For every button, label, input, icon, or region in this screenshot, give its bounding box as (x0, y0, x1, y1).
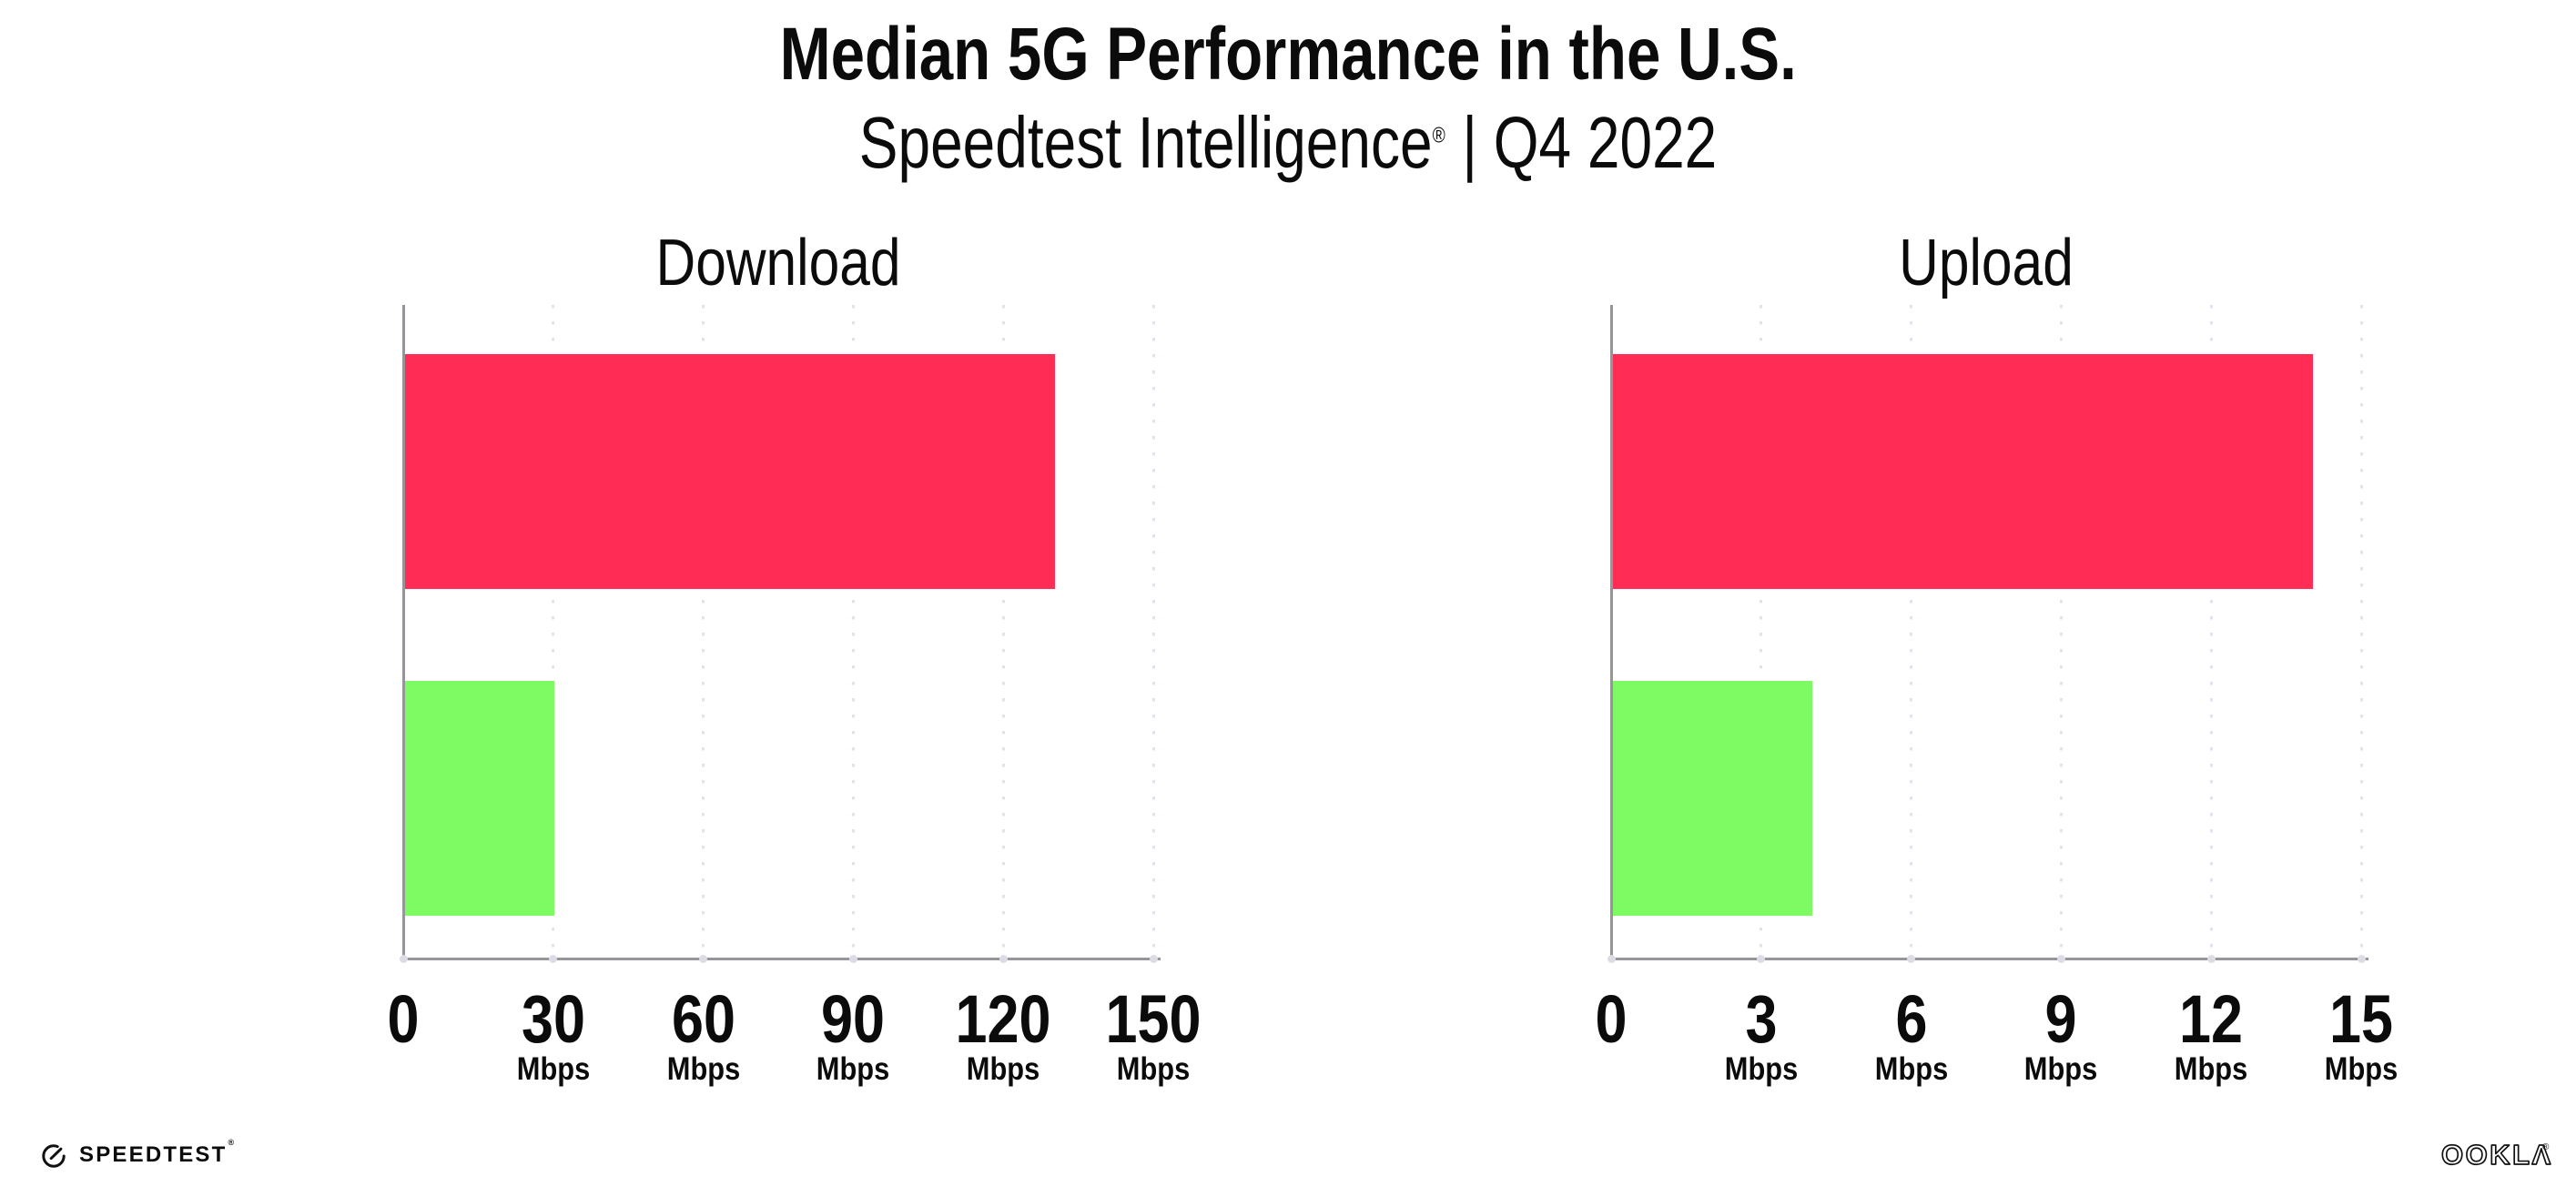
subtitle-brand: Speedtest Intelligence (858, 102, 1433, 183)
page-title-text: Median 5G Performance in the U.S. (779, 13, 1797, 96)
grid-line-150 (1151, 305, 1155, 959)
grid-line-30 (552, 305, 555, 959)
x-axis-tick-unit-6: Mbps (1874, 1051, 1948, 1087)
x-axis-tick-dot-12 (2206, 954, 2216, 963)
y-axis-line (1609, 305, 1613, 960)
x-axis-tick-dot-15 (2357, 954, 2366, 963)
x-axis-tick-dot-150 (1149, 954, 1158, 963)
subtitle-period: | Q4 2022 (1445, 102, 1718, 183)
x-axis-tick-dot-0 (1607, 954, 1616, 963)
x-axis-tick-unit-150: Mbps (1116, 1051, 1191, 1087)
grid-line-60 (702, 305, 705, 959)
registered-mark: ® (1432, 123, 1446, 148)
ookla-logo: OOKLΛ ® (2439, 1138, 2552, 1177)
bar-5g (404, 353, 1055, 589)
x-axis-tick-label-150: 150 (1105, 981, 1202, 1057)
grid-line-3 (1760, 305, 1763, 959)
x-axis-tick-unit-15: Mbps (2324, 1051, 2399, 1087)
x-axis-tick-label-120: 120 (955, 981, 1051, 1057)
page-subtitle-text: Speedtest Intelligence® | Q4 2022 (859, 107, 1717, 179)
x-axis-tick-label-3: 3 (1745, 981, 1778, 1057)
x-axis-tick-label-15: 15 (2329, 981, 2393, 1057)
x-axis-tick-dot-60 (699, 954, 708, 963)
speedtest-gauge-icon (42, 1144, 66, 1168)
x-axis-tick-label-12: 12 (2179, 981, 2244, 1057)
grid-line-120 (1001, 305, 1005, 959)
grid-line-15 (2359, 305, 2363, 959)
x-axis-tick-label-9: 9 (2044, 981, 2077, 1057)
x-axis-tick-dot-6 (1907, 954, 1916, 963)
x-axis-tick-label-60: 60 (671, 981, 735, 1057)
grid-line-12 (2209, 305, 2213, 959)
page-title: Median 5G Performance in the U.S. (0, 17, 2576, 92)
x-axis-tick-label-0: 0 (387, 981, 420, 1057)
x-axis-tick-label-90: 90 (821, 981, 886, 1057)
grid-line-9 (2059, 305, 2063, 959)
bar-4g-lte (1612, 680, 1813, 916)
x-axis-tick-unit-30: Mbps (516, 1051, 591, 1087)
speedtest-registered-mark: ® (228, 1138, 237, 1147)
x-axis-tick-label-6: 6 (1895, 981, 1928, 1057)
grid-line-90 (851, 305, 855, 959)
ookla-wordmark-text: OOKLΛ (2441, 1139, 2552, 1171)
x-axis-tick-dot-90 (848, 954, 857, 963)
speedtest-label: SPEEDTEST (79, 1142, 228, 1167)
x-axis-line (1609, 958, 2368, 960)
x-axis-tick-unit-12: Mbps (2174, 1051, 2248, 1087)
ookla-wordmark-icon: OOKLΛ ® (2440, 1138, 2552, 1172)
chart-title-upload: Upload (1899, 227, 2074, 299)
x-axis-tick-dot-30 (549, 954, 558, 963)
bar-5g (1612, 353, 2313, 589)
y-axis-line (401, 305, 405, 960)
x-axis-tick-label-30: 30 (521, 981, 585, 1057)
speedtest-logo: SPEEDTEST® (40, 1139, 235, 1169)
x-axis-line (401, 958, 1161, 960)
page-subtitle: Speedtest Intelligence® | Q4 2022 (0, 107, 2576, 179)
x-axis-tick-dot-0 (399, 954, 408, 963)
x-axis-tick-unit-120: Mbps (966, 1051, 1040, 1087)
x-axis-tick-unit-60: Mbps (666, 1051, 740, 1087)
x-axis-tick-dot-3 (1757, 954, 1766, 963)
x-axis-tick-unit-3: Mbps (1724, 1051, 1799, 1087)
x-axis-tick-unit-90: Mbps (816, 1051, 890, 1087)
x-axis-tick-dot-9 (2056, 954, 2065, 963)
x-axis-tick-unit-9: Mbps (2024, 1051, 2098, 1087)
x-axis-tick-dot-120 (999, 954, 1008, 963)
x-axis-tick-label-0: 0 (1595, 981, 1628, 1057)
bar-4g-lte (404, 680, 555, 916)
chart-title-download: Download (655, 227, 901, 299)
ookla-registered-mark: ® (2542, 1142, 2550, 1152)
grid-line-6 (1910, 305, 1913, 959)
speedtest-wordmark: SPEEDTEST® (79, 1139, 235, 1167)
